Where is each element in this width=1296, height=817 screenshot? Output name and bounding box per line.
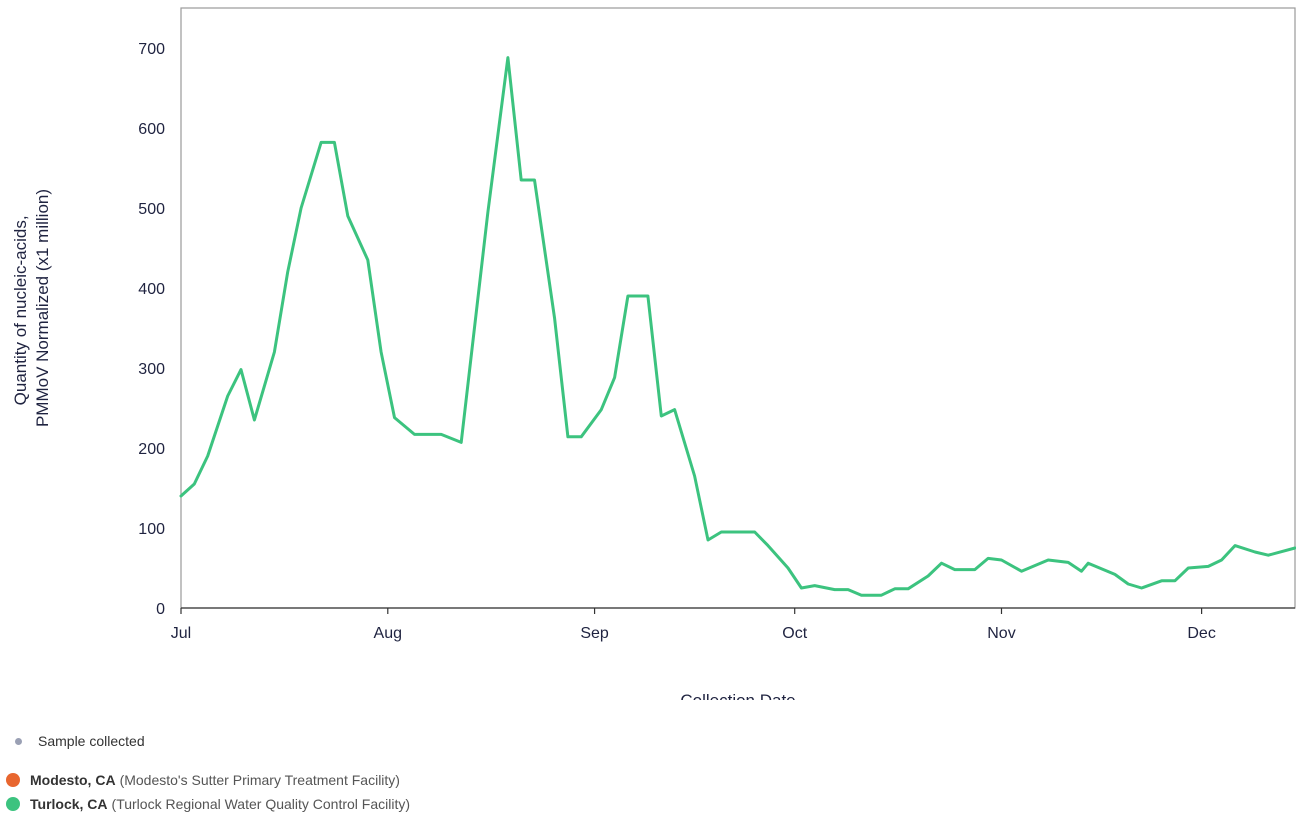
plot-area-frame (180, 7, 1296, 609)
series-layer (179, 56, 1296, 597)
y-axis-title: Quantity of nucleic-acids, PMMoV Normali… (11, 189, 52, 427)
x-tick-label: Jul (171, 625, 191, 642)
x-tick-label: Sep (580, 625, 609, 642)
y-tick-label: 100 (138, 521, 165, 538)
legend-site-turlock[interactable]: Turlock, CA (Turlock Regional Water Qual… (6, 796, 410, 812)
legend-site-name: Modesto, CA (30, 772, 116, 788)
modesto-dot-icon (6, 773, 20, 787)
x-axis: Jul Aug Sep Oct Nov Dec (171, 608, 1216, 642)
turlock-dot-icon (6, 797, 20, 811)
x-axis-title: Collection Date (680, 691, 795, 700)
sample-dot-icon (15, 737, 22, 745)
legend-site-name: Turlock, CA (30, 796, 108, 812)
x-tick-label: Aug (374, 625, 402, 642)
y-tick-label: 500 (138, 201, 165, 218)
legend-site-facility: (Modesto's Sutter Primary Treatment Faci… (119, 772, 400, 788)
y-tick-label: 300 (138, 361, 165, 378)
y-axis-title-line-1: Quantity of nucleic-acids, (11, 215, 30, 405)
y-tick-label: 400 (138, 281, 165, 298)
x-tick-label: Dec (1187, 625, 1215, 642)
y-axis: 0 100 200 300 400 500 600 700 (138, 41, 165, 618)
x-tick-label: Oct (782, 625, 807, 642)
x-tick-label: Nov (987, 625, 1015, 642)
y-tick-label: 0 (156, 601, 165, 618)
y-axis-title-line-2: PMMoV Normalized (x1 million) (33, 189, 52, 427)
legend-sample-collected: Sample collected (6, 733, 145, 749)
legend-site-facility: (Turlock Regional Water Quality Control … (111, 796, 411, 812)
y-tick-label: 200 (138, 441, 165, 458)
line-chart: 0 100 200 300 400 500 600 700 Jul Aug Sep Oct Nov De… (11, 7, 1296, 700)
series-line[interactable] (179, 56, 1296, 597)
legend-site-modesto[interactable]: Modesto, CA (Modesto's Sutter Primary Tr… (6, 772, 400, 788)
y-tick-label: 600 (138, 121, 165, 138)
legend-sample-label: Sample collected (38, 733, 145, 749)
y-tick-label: 700 (138, 41, 165, 58)
